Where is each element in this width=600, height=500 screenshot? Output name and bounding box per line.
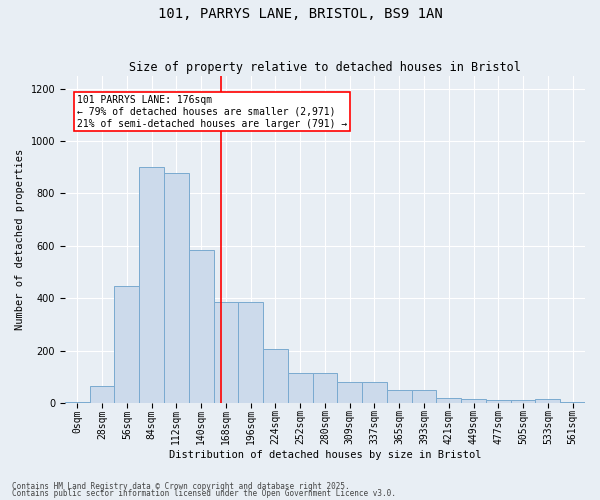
Bar [115,286,139,403]
Bar [189,250,214,403]
Bar [214,302,238,403]
Bar [238,302,263,403]
Y-axis label: Number of detached properties: Number of detached properties [15,148,25,330]
Bar [412,390,436,403]
Text: 101 PARRYS LANE: 176sqm
← 79% of detached houses are smaller (2,971)
21% of semi: 101 PARRYS LANE: 176sqm ← 79% of detache… [77,96,347,128]
Bar [511,400,535,403]
Bar [535,399,560,403]
Bar [362,382,387,403]
Bar [560,402,585,403]
Bar [288,373,313,403]
Bar [387,390,412,403]
Bar [65,402,89,403]
Text: Contains HM Land Registry data © Crown copyright and database right 2025.: Contains HM Land Registry data © Crown c… [12,482,350,491]
Bar [164,172,189,403]
Title: Size of property relative to detached houses in Bristol: Size of property relative to detached ho… [129,62,521,74]
Bar [436,398,461,403]
Bar [89,386,115,403]
Bar [337,382,362,403]
Text: 101, PARRYS LANE, BRISTOL, BS9 1AN: 101, PARRYS LANE, BRISTOL, BS9 1AN [158,8,442,22]
X-axis label: Distribution of detached houses by size in Bristol: Distribution of detached houses by size … [169,450,481,460]
Bar [461,399,486,403]
Bar [263,350,288,403]
Bar [486,400,511,403]
Bar [139,168,164,403]
Bar [313,373,337,403]
Text: Contains public sector information licensed under the Open Government Licence v3: Contains public sector information licen… [12,490,396,498]
